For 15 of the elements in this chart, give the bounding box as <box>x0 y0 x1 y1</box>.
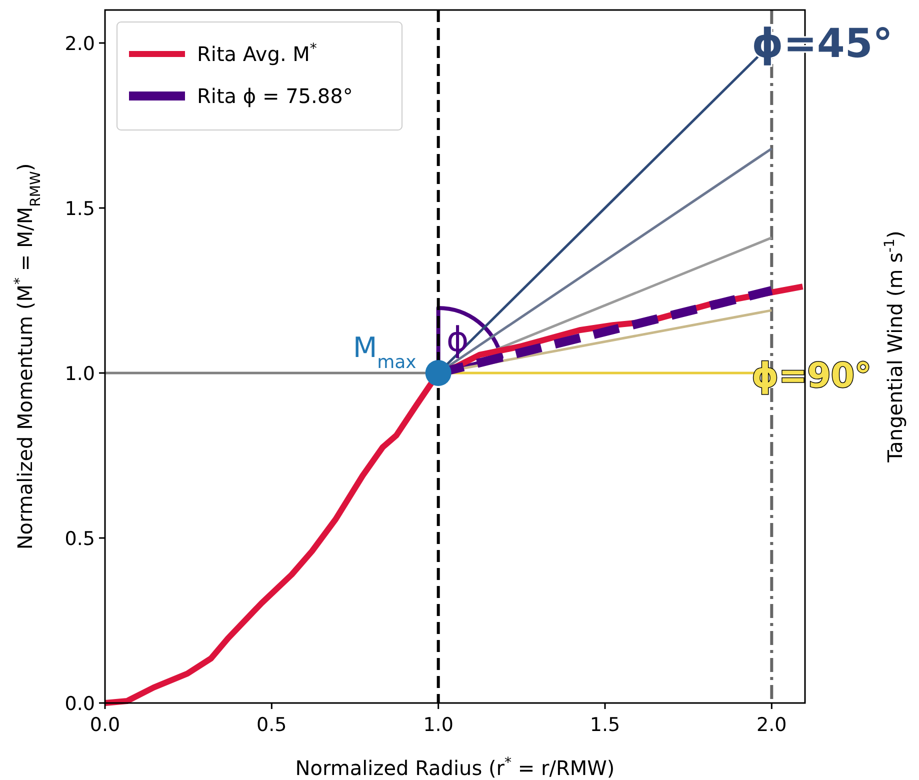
annotation: M$_{max}$ <box>352 331 417 372</box>
legend-label: Rita Avg. M$^{*}$ <box>197 41 317 66</box>
y-tick-label: 1.5 <box>64 198 95 220</box>
y-tick-label: 0.0 <box>64 693 95 715</box>
y-tick-label: 1.0 <box>64 363 95 385</box>
y-tick-label: 0.5 <box>64 528 95 550</box>
x-tick-label: 1.5 <box>590 714 620 736</box>
legend-label: Rita ϕ = 75.88° <box>197 84 353 108</box>
annotation: ϕ <box>446 320 469 360</box>
x-axis-title: Normalized Radius (r$^{*}$ = r/RMW) <box>295 755 615 780</box>
x-tick-label: 0.0 <box>90 714 120 736</box>
x-tick-label: 2.0 <box>756 714 787 736</box>
y-tick-label: 2.0 <box>64 33 95 55</box>
x-tick-label: 0.5 <box>256 714 287 736</box>
x-tick-label: 1.0 <box>423 714 454 736</box>
